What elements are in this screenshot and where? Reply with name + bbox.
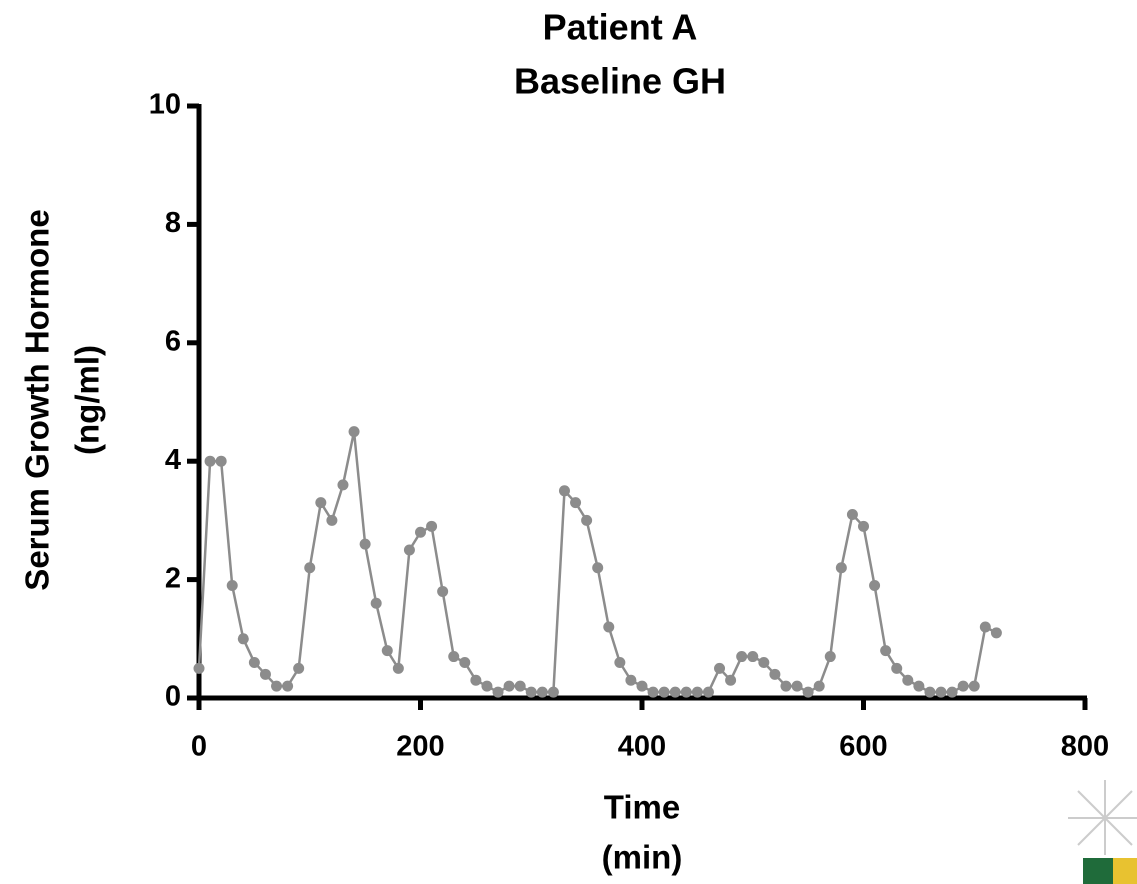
x-tick-label: 0 bbox=[191, 731, 207, 763]
data-point bbox=[315, 497, 327, 509]
data-point bbox=[492, 686, 504, 698]
data-point bbox=[968, 680, 980, 692]
x-axis-label: Time bbox=[604, 789, 680, 826]
x-tick-label: 800 bbox=[1061, 731, 1109, 763]
y-axis-label: Serum Growth Hormone bbox=[19, 209, 56, 590]
data-point bbox=[547, 686, 559, 698]
data-point bbox=[359, 538, 371, 550]
data-point bbox=[337, 479, 349, 491]
data-point bbox=[204, 455, 216, 467]
data-point bbox=[946, 686, 958, 698]
data-point bbox=[835, 562, 847, 574]
data-point bbox=[824, 651, 836, 663]
data-point bbox=[636, 680, 648, 692]
data-point bbox=[990, 627, 1002, 639]
x-tick-label: 600 bbox=[839, 731, 887, 763]
y-tick-label: 4 bbox=[165, 444, 181, 476]
y-tick-label: 0 bbox=[165, 681, 181, 713]
data-point bbox=[869, 580, 881, 592]
data-point bbox=[326, 514, 338, 526]
data-point bbox=[625, 674, 637, 686]
data-point bbox=[736, 651, 748, 663]
data-point bbox=[248, 656, 260, 668]
data-point bbox=[226, 580, 238, 592]
data-point bbox=[403, 544, 415, 556]
data-point bbox=[536, 686, 548, 698]
data-point bbox=[858, 520, 869, 532]
data-point bbox=[680, 686, 692, 698]
y-tick-label: 8 bbox=[165, 207, 181, 239]
data-point bbox=[570, 497, 582, 509]
data-point bbox=[381, 645, 393, 657]
x-tick-label: 200 bbox=[396, 731, 444, 763]
y-tick-label: 2 bbox=[165, 562, 181, 594]
data-point bbox=[259, 668, 271, 680]
data-point bbox=[215, 455, 227, 467]
data-point bbox=[525, 686, 537, 698]
data-point bbox=[503, 680, 515, 692]
data-point bbox=[714, 662, 726, 674]
chart-title: Patient A bbox=[543, 7, 698, 48]
data-point bbox=[813, 680, 825, 692]
data-point bbox=[691, 686, 703, 698]
x-tick-label: 400 bbox=[618, 731, 666, 763]
data-point bbox=[293, 662, 305, 674]
data-point bbox=[780, 680, 792, 692]
data-point bbox=[791, 680, 803, 692]
data-point bbox=[935, 686, 947, 698]
logo bbox=[1068, 780, 1137, 884]
data-point bbox=[237, 633, 249, 645]
data-point bbox=[647, 686, 659, 698]
data-point bbox=[392, 662, 404, 674]
data-point bbox=[426, 520, 438, 532]
data-point bbox=[957, 680, 969, 692]
data-point bbox=[979, 621, 991, 633]
data-point bbox=[669, 686, 681, 698]
data-point bbox=[514, 680, 526, 692]
data-point bbox=[370, 597, 382, 609]
data-point bbox=[193, 662, 205, 674]
data-point bbox=[614, 656, 626, 668]
data-point bbox=[348, 426, 360, 438]
data-point bbox=[913, 680, 925, 692]
data-point bbox=[747, 651, 759, 663]
data-point bbox=[603, 621, 615, 633]
data-point bbox=[271, 680, 283, 692]
data-point bbox=[758, 656, 770, 668]
data-point bbox=[558, 485, 570, 497]
data-point bbox=[924, 686, 936, 698]
y-tick-label: 10 bbox=[149, 89, 181, 121]
y-tick-label: 6 bbox=[165, 325, 181, 357]
data-point bbox=[802, 686, 814, 698]
data-point bbox=[437, 585, 449, 597]
data-point bbox=[448, 651, 460, 663]
data-point bbox=[658, 686, 670, 698]
data-point bbox=[282, 680, 294, 692]
data-point bbox=[481, 680, 493, 692]
data-point bbox=[902, 674, 914, 686]
y-axis-label: (ng/ml) bbox=[69, 345, 106, 455]
data-point bbox=[581, 514, 593, 526]
series-line bbox=[197, 431, 997, 694]
data-point bbox=[470, 674, 482, 686]
data-point bbox=[415, 526, 426, 538]
data-point bbox=[725, 674, 737, 686]
data-point bbox=[459, 656, 471, 668]
data-point bbox=[880, 645, 892, 657]
data-point bbox=[846, 508, 858, 520]
data-point bbox=[702, 686, 714, 698]
x-axis-label: (min) bbox=[602, 839, 683, 876]
data-point bbox=[592, 562, 604, 574]
chart-title: Baseline GH bbox=[514, 61, 726, 102]
data-point bbox=[891, 662, 903, 674]
data-point bbox=[304, 562, 316, 574]
data-point bbox=[769, 668, 781, 680]
